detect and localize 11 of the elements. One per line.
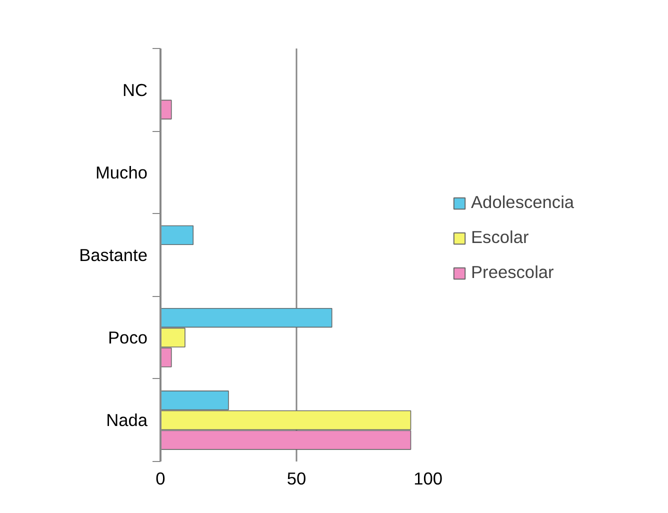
legend-label: Preescolar: [471, 262, 554, 283]
x-tick-label: 50: [286, 468, 306, 488]
x-tick-label: 100: [414, 468, 443, 488]
legend-label: Adolescencia: [471, 192, 574, 213]
x-tick-label: 0: [156, 468, 166, 488]
y-tick-label: NC: [122, 80, 148, 100]
y-tick-label: Bastante: [79, 245, 148, 265]
y-tick-label: Nada: [106, 410, 148, 430]
legend-label: Escolar: [471, 227, 529, 248]
y-tick-label: Mucho: [95, 162, 148, 182]
y-tick-label: Poco: [108, 328, 148, 348]
